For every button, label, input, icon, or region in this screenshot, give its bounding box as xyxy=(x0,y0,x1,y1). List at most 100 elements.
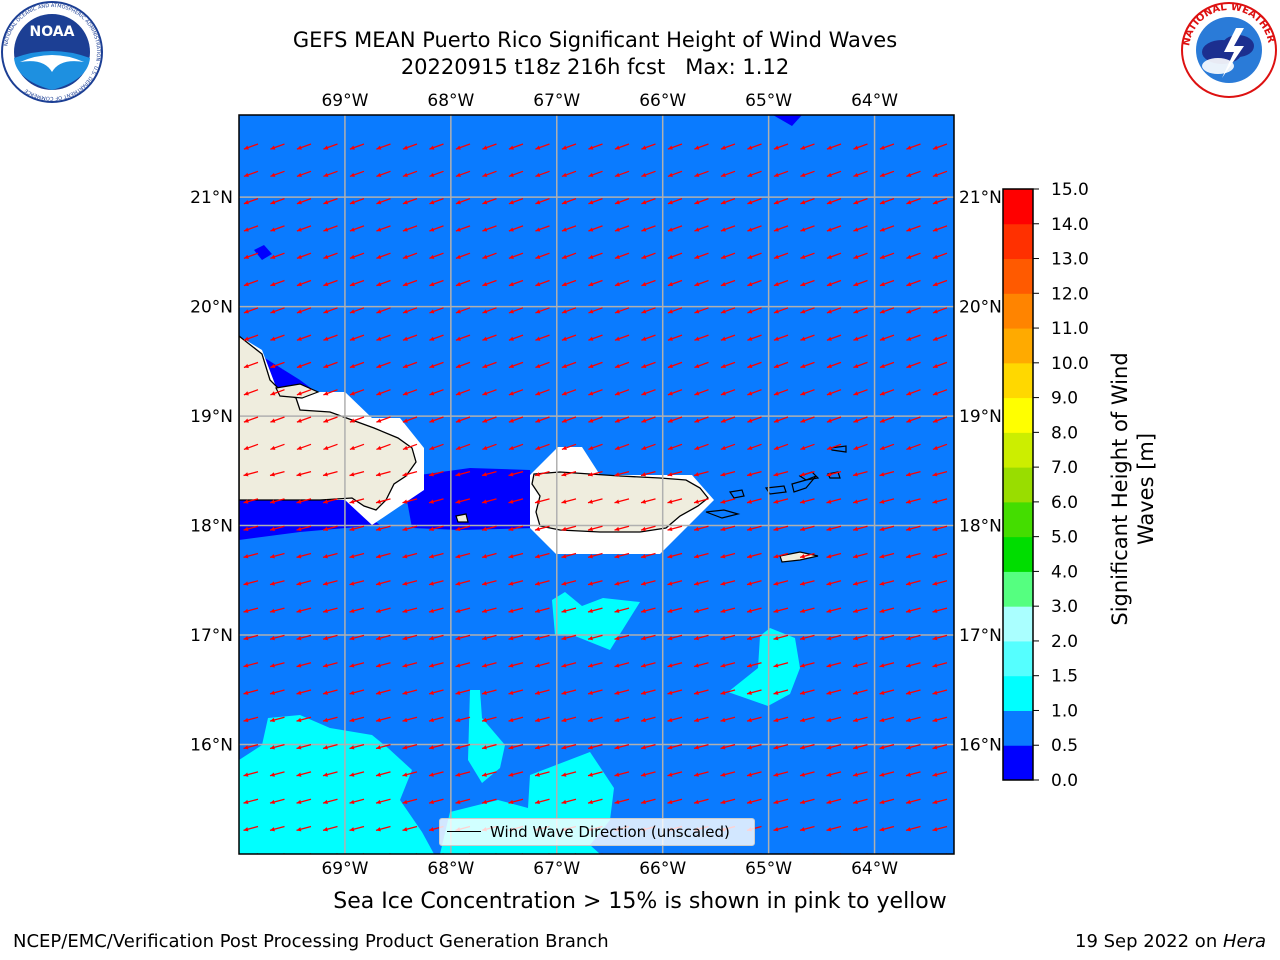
wave-direction-arrow xyxy=(508,798,524,805)
wave-direction-arrow xyxy=(270,881,284,886)
lon-tick-top: 65°W xyxy=(745,91,792,111)
wave-direction-arrow xyxy=(296,771,312,777)
wave-direction-arrow xyxy=(429,197,444,205)
wave-direction-arrow xyxy=(693,607,709,613)
wave-direction-arrow xyxy=(508,279,524,287)
wave-direction-arrow xyxy=(482,881,496,886)
wave-direction-arrow xyxy=(720,607,736,613)
wave-direction-arrow xyxy=(376,881,390,886)
wave-direction-arrow xyxy=(561,143,577,150)
wave-direction-arrow xyxy=(428,525,444,532)
wave-direction-arrow xyxy=(243,607,259,613)
wave-direction-arrow xyxy=(296,170,312,178)
wave-direction-arrow xyxy=(614,580,630,586)
wave-direction-arrow xyxy=(481,771,497,777)
wave-direction-arrow xyxy=(402,743,418,750)
colorbar-tick-label: 1.0 xyxy=(1051,701,1078,721)
wave-direction-arrow xyxy=(905,689,921,695)
wave-direction-arrow xyxy=(932,389,948,396)
wave-direction-arrow xyxy=(879,170,895,178)
wave-direction-arrow xyxy=(455,771,471,777)
wave-direction-arrow xyxy=(349,798,365,805)
wave-direction-arrow xyxy=(640,498,656,504)
wave-direction-arrow xyxy=(694,443,709,451)
wave-direction-arrow xyxy=(243,580,259,586)
wave-direction-arrow xyxy=(641,881,655,886)
colorbar-tick-label: 11.0 xyxy=(1051,319,1089,339)
wave-direction-arrow xyxy=(905,498,921,504)
wave-direction-arrow xyxy=(852,716,868,723)
wave-direction-arrow xyxy=(402,662,418,668)
wave-direction-arrow xyxy=(561,389,577,396)
wave-direction-arrow xyxy=(614,607,630,613)
wave-direction-arrow xyxy=(375,498,391,504)
wave-direction-arrow xyxy=(587,498,603,504)
wave-direction-arrow xyxy=(879,197,895,205)
wave-direction-arrow xyxy=(534,634,550,641)
wave-direction-arrow xyxy=(905,580,921,586)
wave-direction-arrow xyxy=(667,279,683,287)
wave-direction-arrow xyxy=(720,197,736,205)
wave-direction-arrow xyxy=(693,552,709,559)
wave-direction-arrow xyxy=(455,662,471,668)
wave-direction-arrow xyxy=(693,580,709,586)
wave-direction-arrow xyxy=(826,607,842,613)
wave-direction-arrow xyxy=(906,416,921,423)
wave-direction-arrow xyxy=(456,881,470,886)
wave-direction-arrow xyxy=(826,307,842,314)
wave-direction-arrow xyxy=(482,361,497,369)
wave-direction-arrow xyxy=(773,607,789,613)
wave-direction-arrow xyxy=(906,170,921,178)
wave-direction-arrow xyxy=(773,197,789,205)
wave-direction-arrow xyxy=(535,143,550,150)
wave-direction-arrow xyxy=(455,307,471,314)
wave-direction-arrow xyxy=(720,689,736,695)
wave-direction-arrow xyxy=(243,279,259,287)
wave-direction-arrow xyxy=(667,443,683,451)
wave-direction-arrow xyxy=(879,279,895,287)
wave-direction-arrow xyxy=(694,279,709,287)
wave-direction-arrow xyxy=(455,798,471,805)
wave-direction-arrow xyxy=(747,225,762,232)
wave-direction-arrow xyxy=(296,689,312,695)
wave-direction-arrow xyxy=(746,552,762,559)
wave-direction-arrow xyxy=(800,361,815,369)
wave-direction-arrow xyxy=(720,416,736,423)
wave-direction-arrow xyxy=(535,170,550,178)
wave-direction-arrow xyxy=(773,252,789,259)
wave-direction-arrow xyxy=(429,279,444,287)
wave-direction-arrow xyxy=(322,607,338,613)
high-wave-region xyxy=(728,628,800,706)
wave-direction-arrow xyxy=(509,881,523,886)
wave-direction-arrow xyxy=(667,552,683,559)
wave-direction-arrow xyxy=(614,307,630,314)
wave-direction-arrow xyxy=(614,389,630,396)
wave-direction-arrow xyxy=(614,143,630,150)
lat-tick-left: 18°N xyxy=(190,517,233,537)
wave-direction-arrow xyxy=(826,443,842,451)
wave-direction-arrow xyxy=(906,881,920,886)
wave-direction-arrow xyxy=(588,225,603,232)
wave-direction-arrow xyxy=(322,580,338,586)
wave-direction-arrow xyxy=(534,607,550,613)
wave-direction-arrow xyxy=(746,689,762,695)
wave-direction-arrow xyxy=(826,361,842,369)
wave-direction-arrow xyxy=(853,307,868,314)
wave-direction-arrow xyxy=(561,170,577,178)
footer-credit: NCEP/EMC/Verification Post Processing Pr… xyxy=(13,931,609,952)
wave-direction-arrow xyxy=(349,143,365,150)
wave-direction-arrow xyxy=(482,416,497,423)
wave-direction-arrow xyxy=(323,416,338,423)
wave-direction-arrow xyxy=(641,225,656,232)
wave-direction-arrow xyxy=(694,334,709,341)
lat-tick-right: 16°N xyxy=(959,736,1002,756)
wave-direction-arrow xyxy=(879,743,895,750)
wave-direction-arrow xyxy=(905,716,921,723)
wave-direction-arrow xyxy=(508,443,524,451)
wave-direction-arrow xyxy=(667,252,683,259)
wave-direction-arrow xyxy=(614,334,630,341)
wave-direction-arrow xyxy=(826,170,842,178)
wave-direction-arrow xyxy=(402,825,418,832)
wave-direction-arrow xyxy=(799,634,815,641)
